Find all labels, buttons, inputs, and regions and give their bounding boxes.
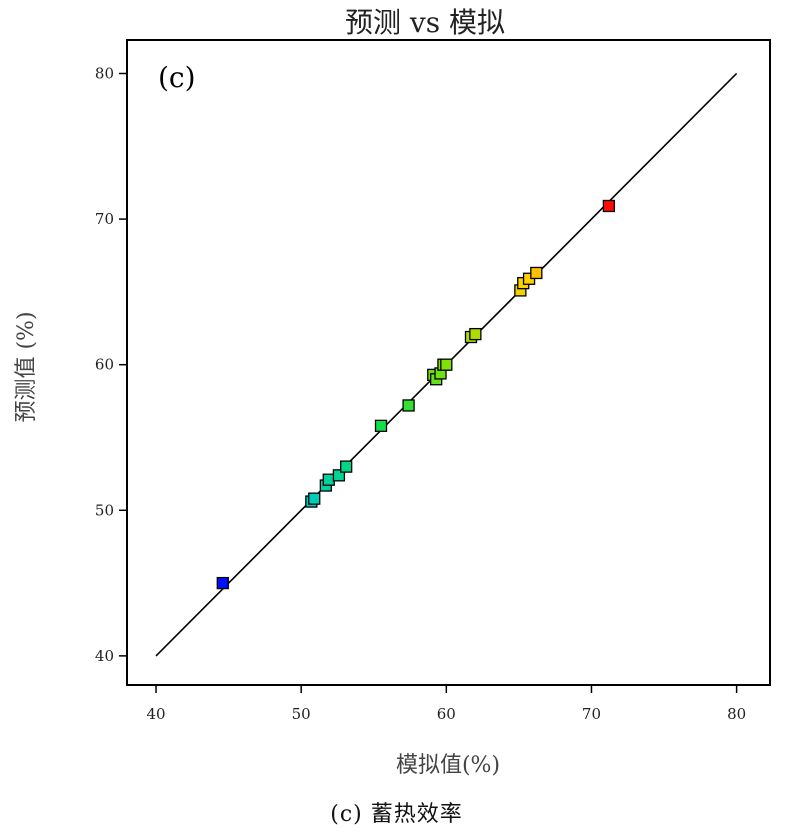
y-tick-label: 40 — [95, 647, 114, 665]
x-tick-label: 50 — [292, 705, 311, 723]
data-point — [530, 266, 543, 280]
y-axis-label: 预测值 (%) — [14, 311, 39, 422]
chart-title: 预测 vs 模拟 — [345, 6, 505, 39]
data-point — [332, 469, 346, 482]
plot-frame — [126, 39, 771, 686]
plot-area: 40 50 60 70 80 40 50 60 70 80 — [95, 39, 771, 723]
y-tick-label: 80 — [95, 64, 114, 82]
x-tick-label: 40 — [146, 705, 165, 723]
x-tick-label: 60 — [437, 705, 456, 723]
panel-label: (c) — [158, 61, 196, 94]
y-tick-label: 60 — [95, 356, 114, 374]
data-point — [322, 473, 335, 486]
figure-caption: (c) 蓄热效率 — [330, 802, 463, 827]
x-tick-label: 70 — [582, 705, 601, 723]
data-point — [374, 419, 388, 432]
data-point — [308, 492, 321, 505]
data-point — [216, 576, 229, 590]
y-tick-label: 50 — [95, 501, 114, 519]
data-point — [602, 199, 616, 213]
scatter-chart: 预测 vs 模拟 40 50 60 70 80 40 50 60 70 80 (c) 模拟值(%)… — [14, 6, 771, 778]
data-point — [340, 460, 353, 473]
x-axis-label: 模拟值(%) — [396, 753, 500, 778]
data-point — [402, 399, 415, 412]
x-tick-label: 80 — [727, 705, 746, 723]
data-point — [440, 358, 453, 371]
data-point — [469, 327, 482, 341]
y-tick-label: 70 — [95, 210, 114, 228]
